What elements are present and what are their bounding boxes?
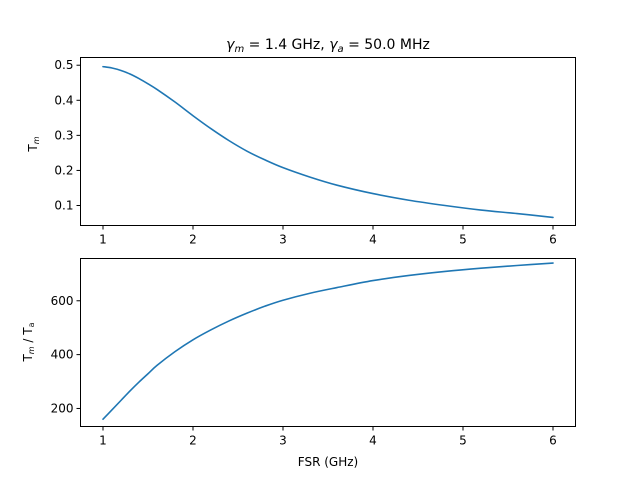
bottom-subplot-y-tick-label: 600 <box>51 294 74 308</box>
bottom-subplot: Tm / Ta FSR (GHz) 1 2 3 4 5 6 200 400 600 <box>21 258 576 469</box>
top-subplot-x-tick-label: 3 <box>279 233 287 247</box>
top-subplot-y-tick-label: 0.3 <box>54 128 73 142</box>
bottom-subplot-y-axis-label-part-1: m <box>27 346 36 354</box>
bottom-subplot-x-tick-label: 3 <box>279 434 287 448</box>
top-subplot-y-tick-label: 0.4 <box>54 93 73 107</box>
bottom-subplot-x-axis-label: FSR (GHz) <box>298 455 358 469</box>
top-subplot-y-axis-label-part-1: m <box>32 136 41 144</box>
bottom-subplot-y-axis-label-part-3: a <box>27 322 36 327</box>
bottom-subplot-ticks: 1 2 3 4 5 6 200 400 600 <box>51 294 557 448</box>
bottom-subplot-y-tick-label: 200 <box>51 401 74 415</box>
bottom-subplot-x-tick-label: 6 <box>549 434 557 448</box>
bottom-subplot-y-axis-label-part-0: T <box>21 354 35 363</box>
bottom-subplot-x-tick-label: 5 <box>459 434 467 448</box>
bottom-subplot-frame <box>80 258 576 427</box>
bottom-subplot-x-tick-label: 2 <box>189 434 197 448</box>
top-subplot-x-tick-label: 5 <box>459 233 467 247</box>
top-subplot-series-line <box>102 65 554 219</box>
top-subplot-x-tick-label: 4 <box>369 233 377 247</box>
top-subplot-ticks: 1 2 3 4 5 6 0.1 0.2 0.3 0.4 0.5 <box>54 58 556 246</box>
bottom-subplot-y-axis-label-part-2: / T <box>21 327 35 347</box>
bottom-subplot-y-tick-label: 400 <box>51 348 74 362</box>
bottom-subplot-series-line <box>102 262 554 421</box>
top-subplot-title-part-0: γ <box>226 37 235 53</box>
top-subplot-y-tick-label: 0.1 <box>54 199 73 213</box>
top-subplot-y-tick-label: 0.2 <box>54 163 73 177</box>
top-subplot-y-axis-label-part-0: T <box>26 144 40 153</box>
top-subplot-title-part-5: = 50.0 MHz <box>344 37 430 53</box>
top-subplot-x-tick-label: 2 <box>189 233 197 247</box>
top-subplot-title-part-3: γ <box>329 37 338 53</box>
top-subplot: γm = 1.4 GHz, γa = 50.0 MHz Tm 1 2 3 4 5 60.1… <box>26 37 576 247</box>
top-subplot-y-tick-label: 0.5 <box>54 58 73 72</box>
top-subplot-x-tick-label: 6 <box>549 233 557 247</box>
top-subplot-y-axis-label: Tm <box>26 136 41 152</box>
top-subplot-title: γm = 1.4 GHz, γa = 50.0 MHz <box>226 37 430 55</box>
top-subplot-frame <box>80 57 576 226</box>
bottom-subplot-y-axis-label: Tm / Ta <box>21 322 36 362</box>
bottom-subplot-x-tick-label: 4 <box>369 434 377 448</box>
top-subplot-title-part-4: a <box>337 44 343 55</box>
top-subplot-title-part-1: m <box>234 44 244 55</box>
bottom-subplot-x-tick-label: 1 <box>99 434 107 448</box>
top-subplot-x-tick-label: 1 <box>99 233 107 247</box>
top-subplot-title-part-2: = 1.4 GHz, <box>244 37 329 53</box>
